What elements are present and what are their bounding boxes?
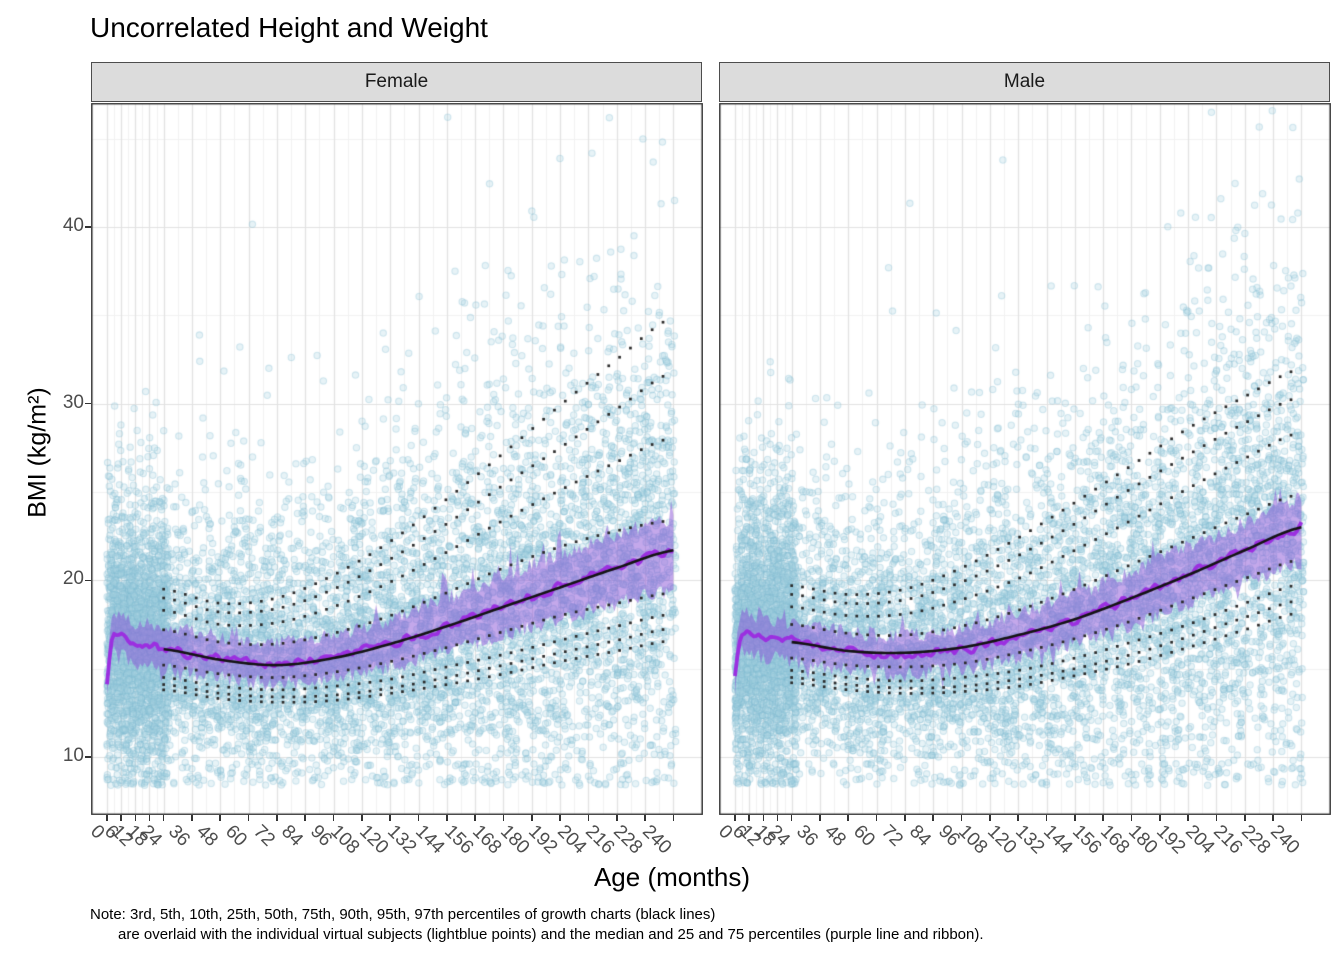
x-tick-mark <box>932 815 935 821</box>
x-tick-mark <box>989 815 991 821</box>
x-tick-label: 72 <box>877 821 908 851</box>
y-tick-label: 20 <box>62 568 84 590</box>
x-tick-mark <box>762 815 765 821</box>
x-tick-mark <box>1017 815 1019 821</box>
x-tick-mark <box>644 815 646 821</box>
x-tick-mark <box>1159 815 1161 821</box>
x-tick-mark <box>531 815 533 821</box>
x-tick-mark <box>776 815 779 821</box>
x-tick-mark <box>247 815 250 821</box>
x-tick-mark <box>847 815 850 821</box>
x-tick-mark <box>734 815 736 821</box>
x-tick-mark <box>474 815 476 821</box>
y-tick-mark <box>85 579 91 582</box>
facet-strip-female: Female <box>91 62 702 102</box>
x-tick-mark <box>875 815 878 821</box>
x-tick-label: 48 <box>192 821 223 851</box>
caption-note-line2: are overlaid with the individual virtual… <box>118 926 984 943</box>
y-axis-title: BMI (kg/m²) <box>23 387 52 518</box>
x-tick-mark <box>1215 815 1218 821</box>
caption-note-line1: Note: 3rd, 5th, 10th, 25th, 50th, 75th, … <box>90 906 716 923</box>
x-tick-mark <box>1130 815 1133 821</box>
x-tick-mark <box>191 815 193 821</box>
facet-strip-male-label: Male <box>1003 71 1046 92</box>
y-tick-label: 30 <box>62 391 84 413</box>
panel-canvas-male <box>719 103 1331 815</box>
x-tick-mark <box>960 815 963 821</box>
x-tick-mark <box>446 815 448 821</box>
x-tick-mark <box>790 815 793 821</box>
plot-title: Uncorrelated Height and Weight <box>90 12 488 43</box>
x-tick-mark <box>587 815 590 821</box>
x-tick-mark <box>219 815 222 821</box>
x-tick-mark <box>361 815 363 821</box>
x-tick-mark <box>1272 815 1274 821</box>
x-tick-mark <box>134 815 137 821</box>
x-tick-mark <box>819 815 821 821</box>
x-tick-label: 240 <box>637 821 676 859</box>
facet-strip-female-label: Female <box>364 71 429 92</box>
x-tick-label: 36 <box>792 821 823 851</box>
x-tick-mark <box>559 815 561 821</box>
x-tick-mark <box>748 815 750 821</box>
x-tick-mark <box>904 815 906 821</box>
y-tick-mark <box>85 756 91 758</box>
x-tick-label: 72 <box>249 821 280 851</box>
x-tick-mark <box>162 815 165 821</box>
y-tick-label: 10 <box>62 745 84 766</box>
caption-note: Note: 3rd, 5th, 10th, 25th, 50th, 75th, … <box>90 905 984 945</box>
x-tick-mark <box>276 815 278 821</box>
x-tick-mark <box>1074 815 1076 821</box>
x-tick-label: 48 <box>820 821 851 851</box>
x-tick-label: 60 <box>848 821 879 851</box>
x-tick-mark <box>1102 815 1104 821</box>
panel-canvas-female <box>91 103 703 815</box>
x-tick-mark <box>1243 815 1246 821</box>
y-tick-mark <box>85 226 91 228</box>
y-tick-label: 40 <box>62 214 84 236</box>
x-tick-mark <box>502 815 505 821</box>
x-tick-mark <box>120 815 122 821</box>
x-tick-mark <box>615 815 618 821</box>
x-tick-mark <box>304 815 307 821</box>
x-axis-title: Age (months) <box>593 862 751 892</box>
x-tick-mark <box>672 815 675 821</box>
x-tick-mark <box>1300 815 1303 821</box>
x-tick-mark <box>332 815 335 821</box>
x-tick-mark <box>1045 815 1048 821</box>
x-tick-label: 36 <box>164 821 195 851</box>
x-tick-mark <box>106 815 108 821</box>
x-tick-mark <box>148 815 151 821</box>
x-tick-mark <box>417 815 420 821</box>
y-tick-mark <box>85 402 91 405</box>
x-tick-label: 84 <box>905 821 936 851</box>
x-tick-mark <box>1187 815 1189 821</box>
x-tick-label: 60 <box>220 821 251 851</box>
x-tick-mark <box>389 815 391 821</box>
facet-strip-male: Male <box>719 62 1330 102</box>
x-tick-label: 240 <box>1265 821 1304 859</box>
x-tick-label: 84 <box>277 821 308 851</box>
